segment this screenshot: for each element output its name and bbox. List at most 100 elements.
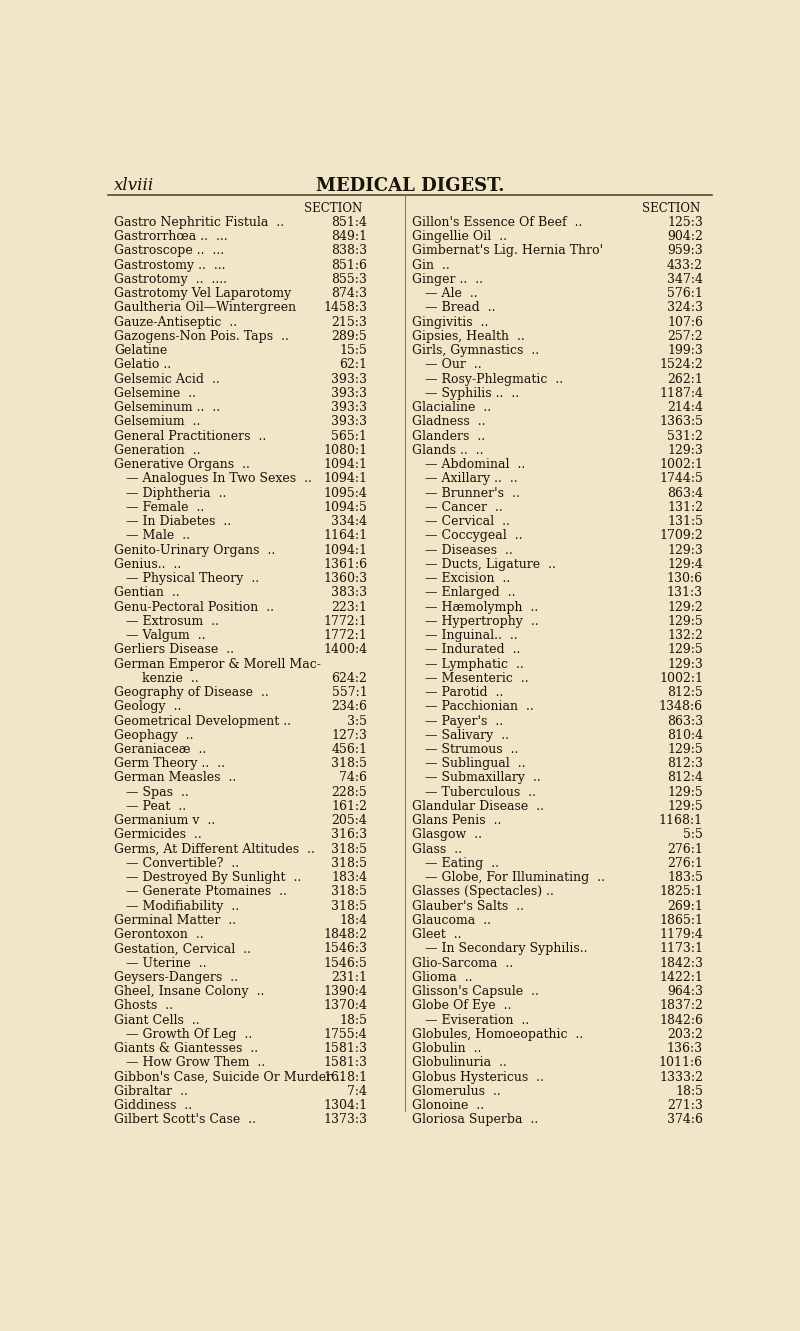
Text: 318:5: 318:5 (331, 857, 367, 870)
Text: 1837:2: 1837:2 (659, 1000, 703, 1013)
Text: Geometrical Development ..: Geometrical Development .. (114, 715, 291, 728)
Text: — Abdominal  ..: — Abdominal .. (425, 458, 525, 471)
Text: — Growth Of Leg  ..: — Growth Of Leg .. (126, 1028, 253, 1041)
Text: — Female  ..: — Female .. (126, 500, 205, 514)
Text: 1360:3: 1360:3 (323, 572, 367, 586)
Text: — Lymphatic  ..: — Lymphatic .. (425, 658, 523, 671)
Text: 851:4: 851:4 (331, 216, 367, 229)
Text: 347:4: 347:4 (667, 273, 703, 286)
Text: 863:3: 863:3 (667, 715, 703, 728)
Text: 7:4: 7:4 (347, 1085, 367, 1098)
Text: xlviii: xlviii (114, 177, 154, 194)
Text: Glass  ..: Glass .. (412, 843, 462, 856)
Text: SECTION: SECTION (642, 202, 701, 216)
Text: — Male  ..: — Male .. (126, 530, 190, 542)
Text: 1524:2: 1524:2 (659, 358, 703, 371)
Text: Gauze-Antiseptic  ..: Gauze-Antiseptic .. (114, 315, 237, 329)
Text: Gibbon's Case, Suicide Or Murder ..: Gibbon's Case, Suicide Or Murder .. (114, 1070, 344, 1083)
Text: Glans Penis  ..: Glans Penis .. (412, 815, 502, 828)
Text: Globulinuria  ..: Globulinuria .. (412, 1057, 507, 1069)
Text: Gestation, Cervical  ..: Gestation, Cervical .. (114, 942, 251, 956)
Text: 234:6: 234:6 (331, 700, 367, 713)
Text: — Inguinal..  ..: — Inguinal.. .. (425, 630, 518, 642)
Text: 1842:6: 1842:6 (659, 1014, 703, 1026)
Text: 383:3: 383:3 (331, 586, 367, 599)
Text: — Destroyed By Sunlight  ..: — Destroyed By Sunlight .. (126, 872, 302, 884)
Text: 959:3: 959:3 (667, 245, 703, 257)
Text: — Syphilis ..  ..: — Syphilis .. .. (425, 387, 519, 399)
Text: 874:3: 874:3 (331, 287, 367, 301)
Text: 129:4: 129:4 (667, 558, 703, 571)
Text: 276:1: 276:1 (667, 857, 703, 870)
Text: 257:2: 257:2 (667, 330, 703, 343)
Text: Gleet  ..: Gleet .. (412, 928, 462, 941)
Text: Gentian  ..: Gentian .. (114, 586, 179, 599)
Text: 18:5: 18:5 (339, 1014, 367, 1026)
Text: Giddiness  ..: Giddiness .. (114, 1099, 192, 1113)
Text: 129:5: 129:5 (667, 615, 703, 628)
Text: Globules, Homoeopathic  ..: Globules, Homoeopathic .. (412, 1028, 583, 1041)
Text: 624:2: 624:2 (331, 672, 367, 684)
Text: 129:3: 129:3 (667, 543, 703, 556)
Text: — Parotid  ..: — Parotid .. (425, 685, 503, 699)
Text: — Brunner's  ..: — Brunner's .. (425, 487, 519, 499)
Text: 964:3: 964:3 (667, 985, 703, 998)
Text: Gerliers Disease  ..: Gerliers Disease .. (114, 643, 234, 656)
Text: — Spas  ..: — Spas .. (126, 785, 189, 799)
Text: 132:2: 132:2 (667, 630, 703, 642)
Text: Gaultheria Oil—Wintergreen: Gaultheria Oil—Wintergreen (114, 301, 296, 314)
Text: 136:3: 136:3 (667, 1042, 703, 1055)
Text: 1825:1: 1825:1 (659, 885, 703, 898)
Text: 318:5: 318:5 (331, 900, 367, 913)
Text: 74:6: 74:6 (339, 772, 367, 784)
Text: 812:5: 812:5 (667, 685, 703, 699)
Text: — Submaxillary  ..: — Submaxillary .. (425, 772, 541, 784)
Text: 1618:1: 1618:1 (323, 1070, 367, 1083)
Text: 129:5: 129:5 (667, 643, 703, 656)
Text: — Our  ..: — Our .. (425, 358, 482, 371)
Text: Genu-Pectoral Position  ..: Genu-Pectoral Position .. (114, 600, 274, 614)
Text: Gastro Nephritic Fistula  ..: Gastro Nephritic Fistula .. (114, 216, 284, 229)
Text: Gipsies, Health  ..: Gipsies, Health .. (412, 330, 525, 343)
Text: Globulin  ..: Globulin .. (412, 1042, 482, 1055)
Text: 1333:2: 1333:2 (659, 1070, 703, 1083)
Text: Ghosts  ..: Ghosts .. (114, 1000, 173, 1013)
Text: Gastrotomy Vel Laparotomy: Gastrotomy Vel Laparotomy (114, 287, 291, 301)
Text: 1842:3: 1842:3 (659, 957, 703, 970)
Text: Gilbert Scott's Case  ..: Gilbert Scott's Case .. (114, 1113, 256, 1126)
Text: 199:3: 199:3 (667, 345, 703, 357)
Text: 107:6: 107:6 (667, 315, 703, 329)
Text: Geophagy  ..: Geophagy .. (114, 729, 194, 741)
Text: Geography of Disease  ..: Geography of Disease .. (114, 685, 269, 699)
Text: 5:5: 5:5 (683, 828, 703, 841)
Text: — Sublingual  ..: — Sublingual .. (425, 757, 526, 771)
Text: 576:1: 576:1 (667, 287, 703, 301)
Text: — How Grow Them  ..: — How Grow Them .. (126, 1057, 266, 1069)
Text: 863:4: 863:4 (667, 487, 703, 499)
Text: Gerontoxon  ..: Gerontoxon .. (114, 928, 203, 941)
Text: 271:3: 271:3 (667, 1099, 703, 1113)
Text: 1581:3: 1581:3 (323, 1057, 367, 1069)
Text: 3:5: 3:5 (347, 715, 367, 728)
Text: 214:4: 214:4 (667, 401, 703, 414)
Text: 183:5: 183:5 (667, 872, 703, 884)
Text: Gingellie Oil  ..: Gingellie Oil .. (412, 230, 507, 244)
Text: — Rosy-Phlegmatic  ..: — Rosy-Phlegmatic .. (425, 373, 563, 386)
Text: 129:3: 129:3 (667, 443, 703, 457)
Text: 1094:1: 1094:1 (323, 473, 367, 486)
Text: 231:1: 231:1 (331, 970, 367, 984)
Text: — Payer's  ..: — Payer's .. (425, 715, 503, 728)
Text: — Coccygeal  ..: — Coccygeal .. (425, 530, 522, 542)
Text: 129:3: 129:3 (667, 658, 703, 671)
Text: — Peat  ..: — Peat .. (126, 800, 186, 813)
Text: 131:5: 131:5 (667, 515, 703, 528)
Text: 1458:3: 1458:3 (323, 301, 367, 314)
Text: 130:6: 130:6 (667, 572, 703, 586)
Text: 1002:1: 1002:1 (659, 672, 703, 684)
Text: 855:3: 855:3 (331, 273, 367, 286)
Text: — Ducts, Ligature  ..: — Ducts, Ligature .. (425, 558, 555, 571)
Text: 393:3: 393:3 (331, 373, 367, 386)
Text: 851:6: 851:6 (331, 258, 367, 272)
Text: 334:4: 334:4 (331, 515, 367, 528)
Text: 849:1: 849:1 (331, 230, 367, 244)
